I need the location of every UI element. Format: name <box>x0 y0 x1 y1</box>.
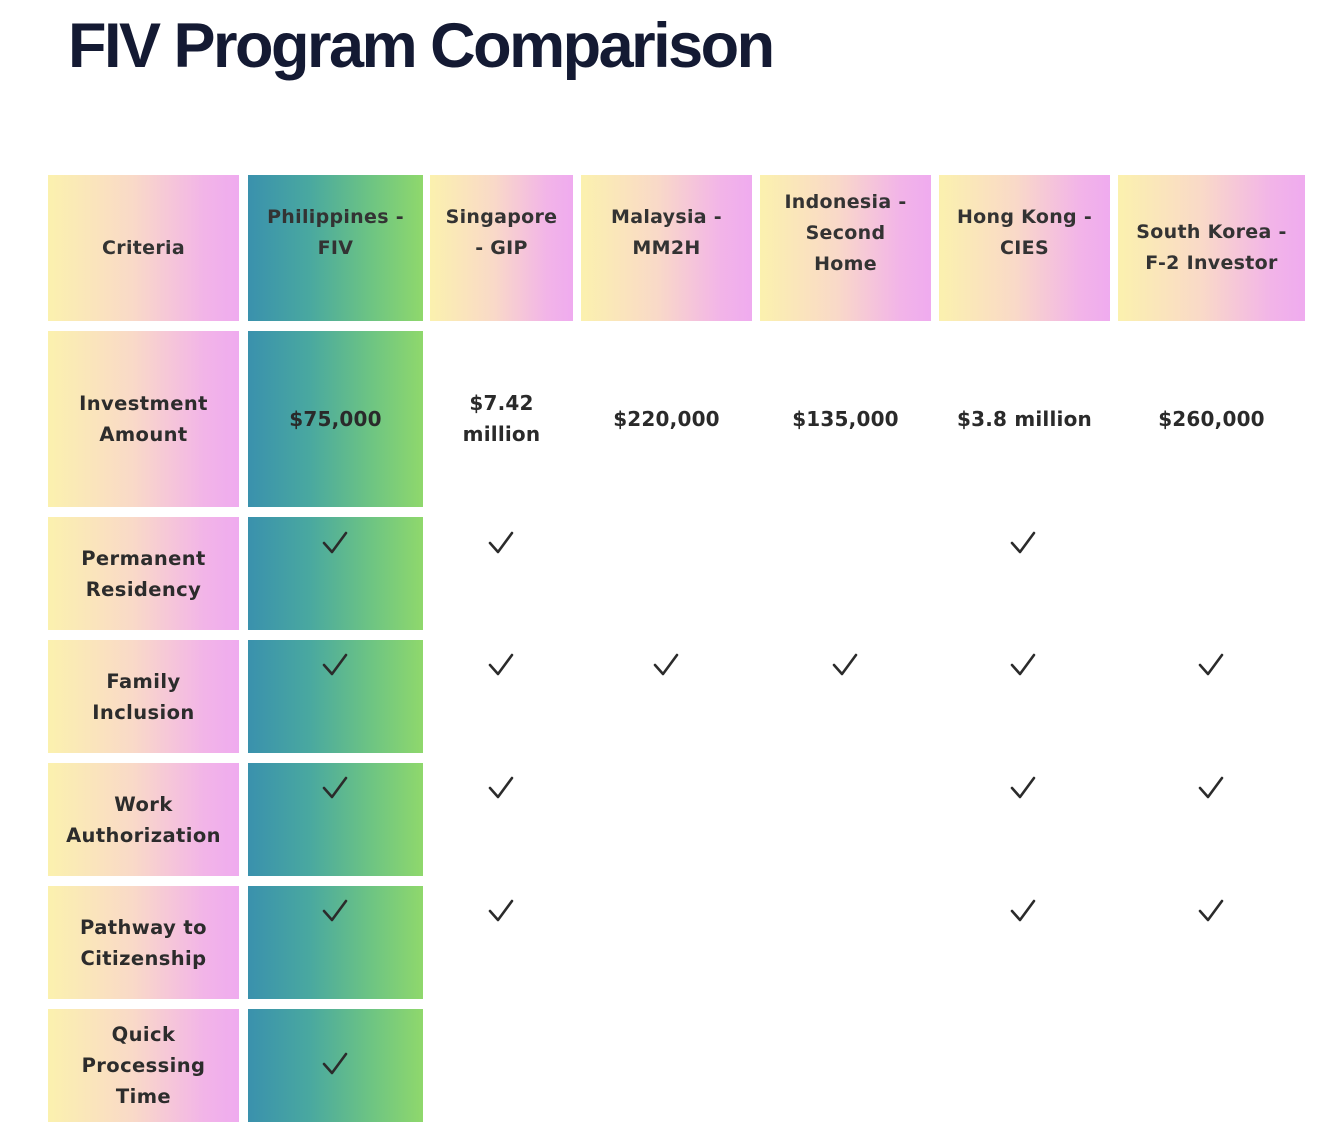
highlight-cell-family-inclusion <box>248 640 423 753</box>
criterion-label: Permanent Residency <box>81 546 206 601</box>
criterion-label: Family Inclusion <box>92 669 195 724</box>
program-name-label: Indonesia - Second Home <box>784 190 907 275</box>
investment-value: $260,000 <box>1158 406 1265 431</box>
criterion-label: Pathway to Citizenship <box>80 915 207 970</box>
investment-value-south-korea: $260,000 <box>1118 331 1305 507</box>
check-icon <box>322 653 348 676</box>
check-icon <box>1010 776 1036 799</box>
check-icon <box>832 653 858 676</box>
check-icon <box>322 1052 348 1075</box>
check-icon <box>1198 899 1224 922</box>
investment-value-indonesia: $135,000 <box>760 331 931 507</box>
criteria-header-cell: Criteria <box>48 175 239 321</box>
criterion-cell-work-authorization: Work Authorization <box>48 763 239 876</box>
check-icon <box>322 899 348 922</box>
page-title: FIV Program Comparison <box>68 11 775 81</box>
program-name-label: South Korea - F-2 Investor <box>1136 221 1287 274</box>
program-header-philippines: Philippines - FIV <box>248 175 423 321</box>
investment-value: $7.42 million <box>462 391 541 446</box>
check-icon <box>322 531 348 554</box>
investment-value: $75,000 <box>289 406 382 431</box>
criterion-label: Investment Amount <box>79 392 208 446</box>
program-header-south-korea: South Korea - F-2 Investor <box>1118 175 1305 321</box>
investment-value-malaysia: $220,000 <box>581 331 752 507</box>
criterion-cell-pathway-to-citizenship: Pathway to Citizenship <box>48 886 239 999</box>
check-icon <box>488 531 514 554</box>
check-icon <box>1198 776 1224 799</box>
highlight-cell-work-authorization <box>248 763 423 876</box>
check-icon <box>1010 531 1036 554</box>
criterion-cell-family-inclusion: Family Inclusion <box>48 640 239 753</box>
highlight-cell-quick-processing-time <box>248 1009 423 1122</box>
check-icon <box>488 653 514 676</box>
criterion-label: Quick Processing Time <box>81 1023 206 1108</box>
investment-value-singapore: $7.42 million <box>430 331 573 507</box>
highlight-cell-pathway-to-citizenship <box>248 886 423 999</box>
criterion-cell-permanent-residency: Permanent Residency <box>48 517 239 630</box>
investment-value: $220,000 <box>613 406 720 431</box>
program-name-label: Philippines - FIV <box>267 206 404 259</box>
program-name-label: Hong Kong - CIES <box>956 206 1093 259</box>
criterion-cell-quick-processing-time: Quick Processing Time <box>48 1009 239 1122</box>
check-icon <box>488 899 514 922</box>
highlight-cell-permanent-residency <box>248 517 423 630</box>
program-name-label: Singapore - GIP <box>445 206 558 259</box>
investment-value-philippines: $75,000 <box>248 331 423 507</box>
check-icon <box>1010 899 1036 922</box>
check-icon <box>488 776 514 799</box>
check-icon <box>653 653 679 676</box>
program-header-indonesia: Indonesia - Second Home <box>760 175 931 321</box>
criterion-cell-investment-amount: Investment Amount <box>48 331 239 507</box>
criterion-label: Work Authorization <box>66 792 221 847</box>
investment-value-hong-kong: $3.8 million <box>939 331 1110 507</box>
investment-value: $3.8 million <box>957 406 1092 431</box>
program-header-singapore: Singapore - GIP <box>430 175 573 321</box>
check-icon <box>322 776 348 799</box>
investment-value: $135,000 <box>792 406 899 431</box>
check-icon <box>1198 653 1224 676</box>
program-header-malaysia: Malaysia - MM2H <box>581 175 752 321</box>
criteria-header-label: Criteria <box>102 236 185 259</box>
program-name-label: Malaysia - MM2H <box>610 206 722 259</box>
program-header-hong-kong: Hong Kong - CIES <box>939 175 1110 321</box>
check-icon <box>1010 653 1036 676</box>
